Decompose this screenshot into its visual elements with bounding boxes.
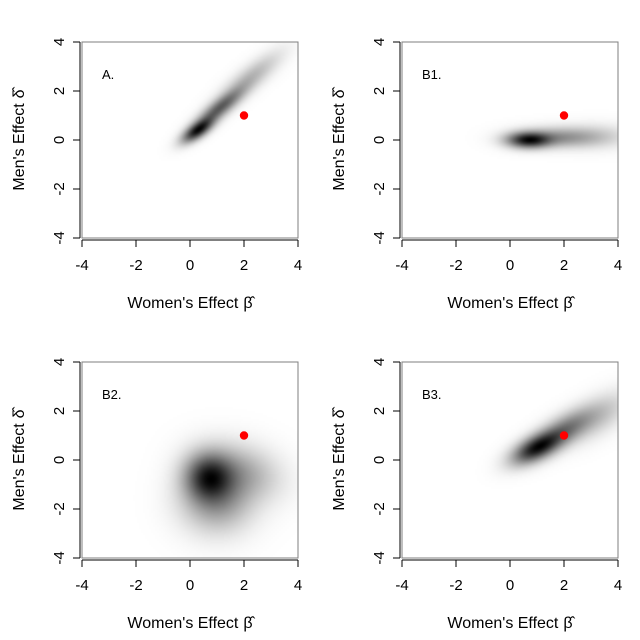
y-tick-label: 2 (371, 87, 388, 95)
x-tick-label: 0 (186, 257, 194, 274)
y-tick-label: 4 (371, 358, 388, 366)
true-effect-point (559, 431, 569, 440)
chart-panel-1: -4 -2 0 2 4 -4 -2 0 2 4 Women's Effect β̂ Men's Effe… (11, 38, 302, 312)
y-axis-title-text: Men's Effect (331, 423, 348, 511)
y-tick-label: 0 (51, 456, 68, 464)
x-tick-label: -2 (129, 257, 142, 274)
x-axis-title: Women's Effect β̂ (127, 295, 255, 312)
x-tick-label: -2 (449, 577, 462, 594)
x-tick-label: -4 (395, 257, 408, 274)
true-effect-point (239, 431, 249, 440)
y-axis-title-text: Men's Effect (11, 423, 28, 511)
y-tick-label: 0 (371, 456, 388, 464)
y-tick-label: -4 (51, 231, 68, 244)
y-tick-label: 0 (371, 136, 388, 144)
x-tick-label: 4 (294, 577, 302, 594)
x-tick-label: -4 (75, 257, 88, 274)
x-axis-title-symbol: β̂ (243, 295, 255, 312)
y-axis-title: Men's Effect δ̂ (331, 406, 348, 510)
y-axis-title-symbol: δ̂ (331, 406, 348, 418)
y-tick-label: -2 (51, 502, 68, 515)
x-axis-title: Women's Effect β̂ (447, 615, 575, 632)
x-axis-title-symbol: β̂ (243, 615, 255, 632)
x-tick-label: 2 (240, 577, 248, 594)
panel-label: B1. (422, 67, 442, 82)
y-axis-title: Men's Effect δ̂ (11, 86, 28, 190)
true-effect-point (559, 111, 569, 120)
density-heatmap (402, 362, 618, 558)
y-tick-label: -4 (371, 551, 388, 564)
x-tick-label: -4 (75, 577, 88, 594)
plot-frame (81, 41, 299, 239)
plot-frame (401, 361, 619, 559)
x-tick-label: 0 (506, 257, 514, 274)
density-heatmap (82, 42, 298, 238)
y-tick-label: 4 (371, 38, 388, 46)
y-tick-label: -2 (371, 182, 388, 195)
y-axis-title-symbol: δ̂ (11, 406, 28, 418)
x-axis-title-text: Women's Effect (447, 615, 559, 632)
x-tick-label: 4 (294, 257, 302, 274)
chart-panel-2: -4 -2 0 2 4 -4 -2 0 2 4 Women's Effect β̂ Men's Effe… (331, 38, 622, 312)
x-axis-title-text: Women's Effect (127, 295, 239, 312)
y-tick-label: -2 (51, 182, 68, 195)
y-tick-label: 2 (51, 87, 68, 95)
x-axis-title: Women's Effect β̂ (447, 295, 575, 312)
x-tick-label: 2 (240, 257, 248, 274)
panel-label: B3. (422, 387, 442, 402)
x-axis-title-text: Women's Effect (447, 295, 559, 312)
x-axis-title-text: Women's Effect (127, 615, 239, 632)
x-axis-title-symbol: β̂ (563, 615, 575, 632)
y-axis-title: Men's Effect δ̂ (11, 406, 28, 510)
y-tick-label: -4 (51, 551, 68, 564)
panel-label: B2. (102, 387, 122, 402)
y-tick-label: 0 (51, 136, 68, 144)
y-axis-title-text: Men's Effect (331, 103, 348, 191)
y-axis-title-symbol: δ̂ (11, 86, 28, 98)
x-tick-label: 4 (614, 577, 622, 594)
density-heatmap (402, 42, 618, 238)
plot-frame (401, 41, 619, 239)
chart-panel-3: -4 -2 0 2 4 -4 -2 0 2 4 Women's Effect β̂ Men's Effe… (11, 358, 302, 632)
y-tick-label: -4 (371, 231, 388, 244)
y-tick-label: -2 (371, 502, 388, 515)
y-axis-title-symbol: δ̂ (331, 86, 348, 98)
plot-frame (81, 361, 299, 559)
x-axis-title-symbol: β̂ (563, 295, 575, 312)
chart-panel-4: -4 -2 0 2 4 -4 -2 0 2 4 Women's Effect β̂ Men's Effe… (331, 358, 622, 632)
x-tick-label: 0 (506, 577, 514, 594)
x-tick-label: 4 (614, 257, 622, 274)
x-tick-label: 2 (560, 577, 568, 594)
x-tick-label: -2 (449, 257, 462, 274)
x-tick-label: 0 (186, 577, 194, 594)
density-heatmap (82, 362, 298, 558)
x-tick-label: -2 (129, 577, 142, 594)
y-tick-label: 4 (51, 38, 68, 46)
panel-label: A. (102, 67, 114, 82)
y-tick-label: 4 (51, 358, 68, 366)
x-tick-label: 2 (560, 257, 568, 274)
y-axis-title-text: Men's Effect (11, 103, 28, 191)
y-axis-title: Men's Effect δ̂ (331, 86, 348, 190)
y-tick-label: 2 (371, 407, 388, 415)
y-tick-label: 2 (51, 407, 68, 415)
true-effect-point (239, 111, 249, 120)
x-tick-label: -4 (395, 577, 408, 594)
x-axis-title: Women's Effect β̂ (127, 615, 255, 632)
